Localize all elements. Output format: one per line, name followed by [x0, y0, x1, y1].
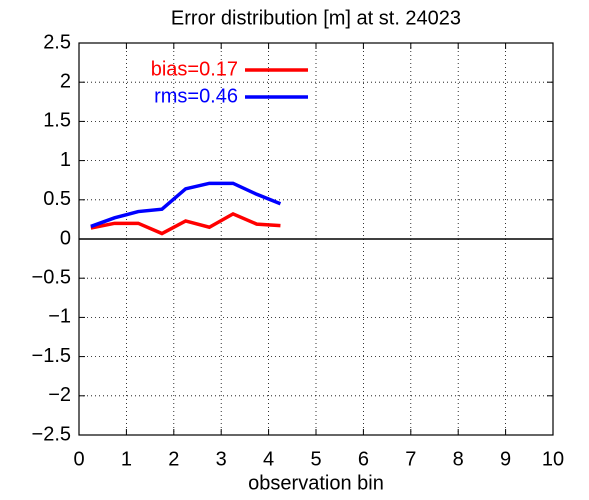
y-tick-label: −0.5 [32, 266, 71, 288]
x-tick-label: 1 [121, 448, 132, 470]
chart-title: Error distribution [m] at st. 24023 [171, 7, 461, 29]
x-tick-label: 0 [73, 448, 84, 470]
y-tick-label: 0.5 [43, 188, 71, 210]
x-tick-label: 2 [168, 448, 179, 470]
y-tick-label: −1.5 [32, 345, 71, 367]
y-tick-label: 2.5 [43, 31, 71, 53]
y-tick-label: −2 [48, 384, 71, 406]
x-tick-label: 8 [453, 448, 464, 470]
x-tick-label: 9 [500, 448, 511, 470]
line [90, 181, 282, 229]
y-tick-label: −1 [48, 306, 71, 328]
x-tick-label: 6 [358, 448, 369, 470]
y-tick-label: −2.5 [32, 423, 71, 445]
legend-label: bias=0.17 [151, 58, 238, 80]
x-tick-label: 4 [263, 448, 274, 470]
x-tick-label: 7 [405, 448, 416, 470]
x-axis-label: observation bin [248, 472, 384, 494]
plot-frame [78, 42, 554, 436]
y-tick-label: 0 [60, 227, 71, 249]
x-tick-label: 5 [310, 448, 321, 470]
x-tick-label: 10 [542, 448, 564, 470]
y-tick-label: 1.5 [43, 110, 71, 132]
y-tick-label: 2 [60, 70, 71, 92]
legend-label: rms=0.46 [154, 85, 238, 107]
line [90, 211, 281, 236]
y-tick-label: 1 [60, 149, 71, 171]
x-tick-label: 3 [216, 448, 227, 470]
